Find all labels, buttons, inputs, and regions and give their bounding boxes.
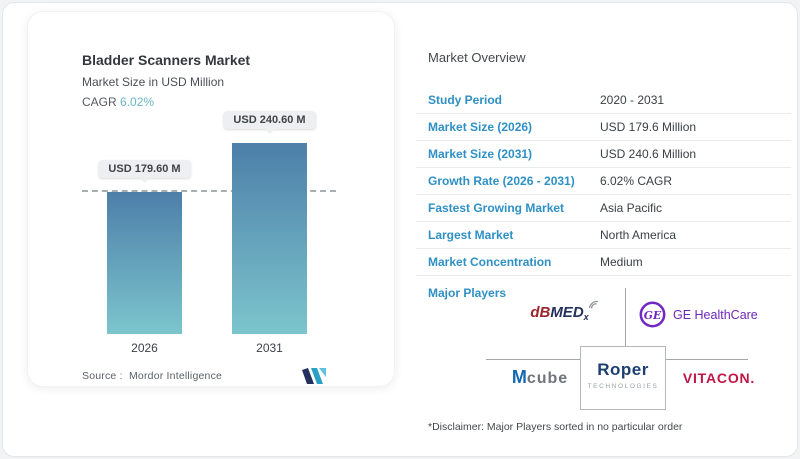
dbmedx-text: dB bbox=[530, 304, 551, 321]
bar-group-2031: USD 240.60 M 2031 bbox=[223, 104, 316, 355]
reference-line bbox=[82, 190, 336, 192]
connector-line bbox=[625, 288, 626, 346]
disclaimer-text: *Disclaimer: Major Players sorted in no … bbox=[428, 421, 683, 433]
row-value: North America bbox=[600, 228, 677, 242]
overview-heading: Market Overview bbox=[428, 50, 526, 65]
chart-title: Bladder Scanners Market bbox=[82, 52, 251, 68]
table-row: Market Size (2026) USD 179.6 Million bbox=[416, 114, 791, 141]
mcube-logo: Mcube bbox=[511, 367, 569, 387]
bar-value-label: USD 179.60 M bbox=[98, 160, 191, 183]
ge-healthcare-text: GE HealthCare bbox=[673, 307, 758, 322]
roper-logo: Roper TECHNOLOGIES bbox=[580, 346, 666, 410]
table-row: Largest Market North America bbox=[416, 222, 791, 249]
row-label: Growth Rate (2026 - 2031) bbox=[428, 174, 575, 188]
source-row: Source : Mordor Intelligence bbox=[82, 368, 336, 384]
signal-icon bbox=[588, 300, 598, 309]
connector-line bbox=[486, 359, 580, 360]
ge-healthcare-logo: GE GE HealthCare bbox=[639, 301, 758, 328]
row-label: Market Concentration bbox=[428, 255, 552, 269]
pill-caret bbox=[264, 129, 275, 134]
market-overview-panel: Market Overview Study Period 2020 - 2031… bbox=[416, 3, 795, 456]
market-size-chart-card: Bladder Scanners Market Market Size in U… bbox=[27, 11, 395, 387]
row-label: Largest Market bbox=[428, 228, 514, 242]
cagr-label: CAGR bbox=[82, 95, 117, 109]
bar-chart: USD 179.60 M 2026 USD 240.60 M 2031 bbox=[82, 104, 336, 355]
chart-subtitle: Market Size in USD Million bbox=[82, 75, 225, 89]
roper-text: Roper bbox=[597, 360, 649, 379]
connector-line bbox=[666, 359, 748, 360]
row-value: 6.02% CAGR bbox=[600, 174, 673, 188]
row-value: 2020 - 2031 bbox=[600, 93, 665, 107]
chart-cagr: CAGR 6.02% bbox=[82, 95, 250, 109]
x-axis-label: 2026 bbox=[131, 341, 158, 355]
overview-table: Study Period 2020 - 2031 Market Size (20… bbox=[416, 87, 791, 276]
vitacon-logo: VITACON. bbox=[682, 370, 756, 386]
dbmedx-logo: dBMEDx bbox=[516, 300, 616, 322]
row-label: Study Period bbox=[428, 93, 503, 107]
row-label: Market Size (2031) bbox=[428, 147, 533, 161]
ge-monogram-icon: GE bbox=[639, 301, 666, 328]
row-value: Medium bbox=[600, 255, 643, 269]
table-row: Growth Rate (2026 - 2031) 6.02% CAGR bbox=[416, 168, 791, 195]
row-label: Market Size (2026) bbox=[428, 120, 533, 134]
row-label: Fastest Growing Market bbox=[428, 201, 565, 215]
source-value: Mordor Intelligence bbox=[128, 370, 223, 382]
bar-rect bbox=[232, 143, 307, 334]
mordor-intelligence-logo bbox=[302, 368, 326, 384]
table-row: Market Concentration Medium bbox=[416, 249, 791, 276]
source-label: Source : bbox=[82, 370, 123, 382]
major-players-label: Major Players bbox=[428, 286, 507, 300]
svg-text:GE: GE bbox=[644, 309, 662, 322]
bar-value-pill: USD 240.60 M bbox=[223, 111, 316, 129]
table-row: Fastest Growing Market Asia Pacific bbox=[416, 195, 791, 222]
table-row: Market Size (2031) USD 240.6 Million bbox=[416, 141, 791, 168]
row-value: USD 179.6 Million bbox=[600, 120, 697, 134]
bar-value-pill: USD 179.60 M bbox=[98, 160, 191, 178]
chart-header: Bladder Scanners Market Market Size in U… bbox=[82, 52, 250, 109]
row-value: USD 240.6 Million bbox=[600, 147, 697, 161]
row-value: Asia Pacific bbox=[600, 201, 663, 215]
x-axis-label: 2031 bbox=[256, 341, 283, 355]
bar-value-label: USD 240.60 M bbox=[223, 111, 316, 134]
cagr-value: 6.02% bbox=[120, 95, 155, 109]
pill-caret bbox=[139, 178, 150, 183]
bar-group-2026: USD 179.60 M 2026 bbox=[98, 104, 191, 355]
roper-subtext: TECHNOLOGIES bbox=[587, 383, 659, 390]
table-row: Study Period 2020 - 2031 bbox=[416, 87, 791, 114]
source-text: Source : Mordor Intelligence bbox=[82, 370, 222, 382]
bar-rect bbox=[107, 192, 182, 334]
